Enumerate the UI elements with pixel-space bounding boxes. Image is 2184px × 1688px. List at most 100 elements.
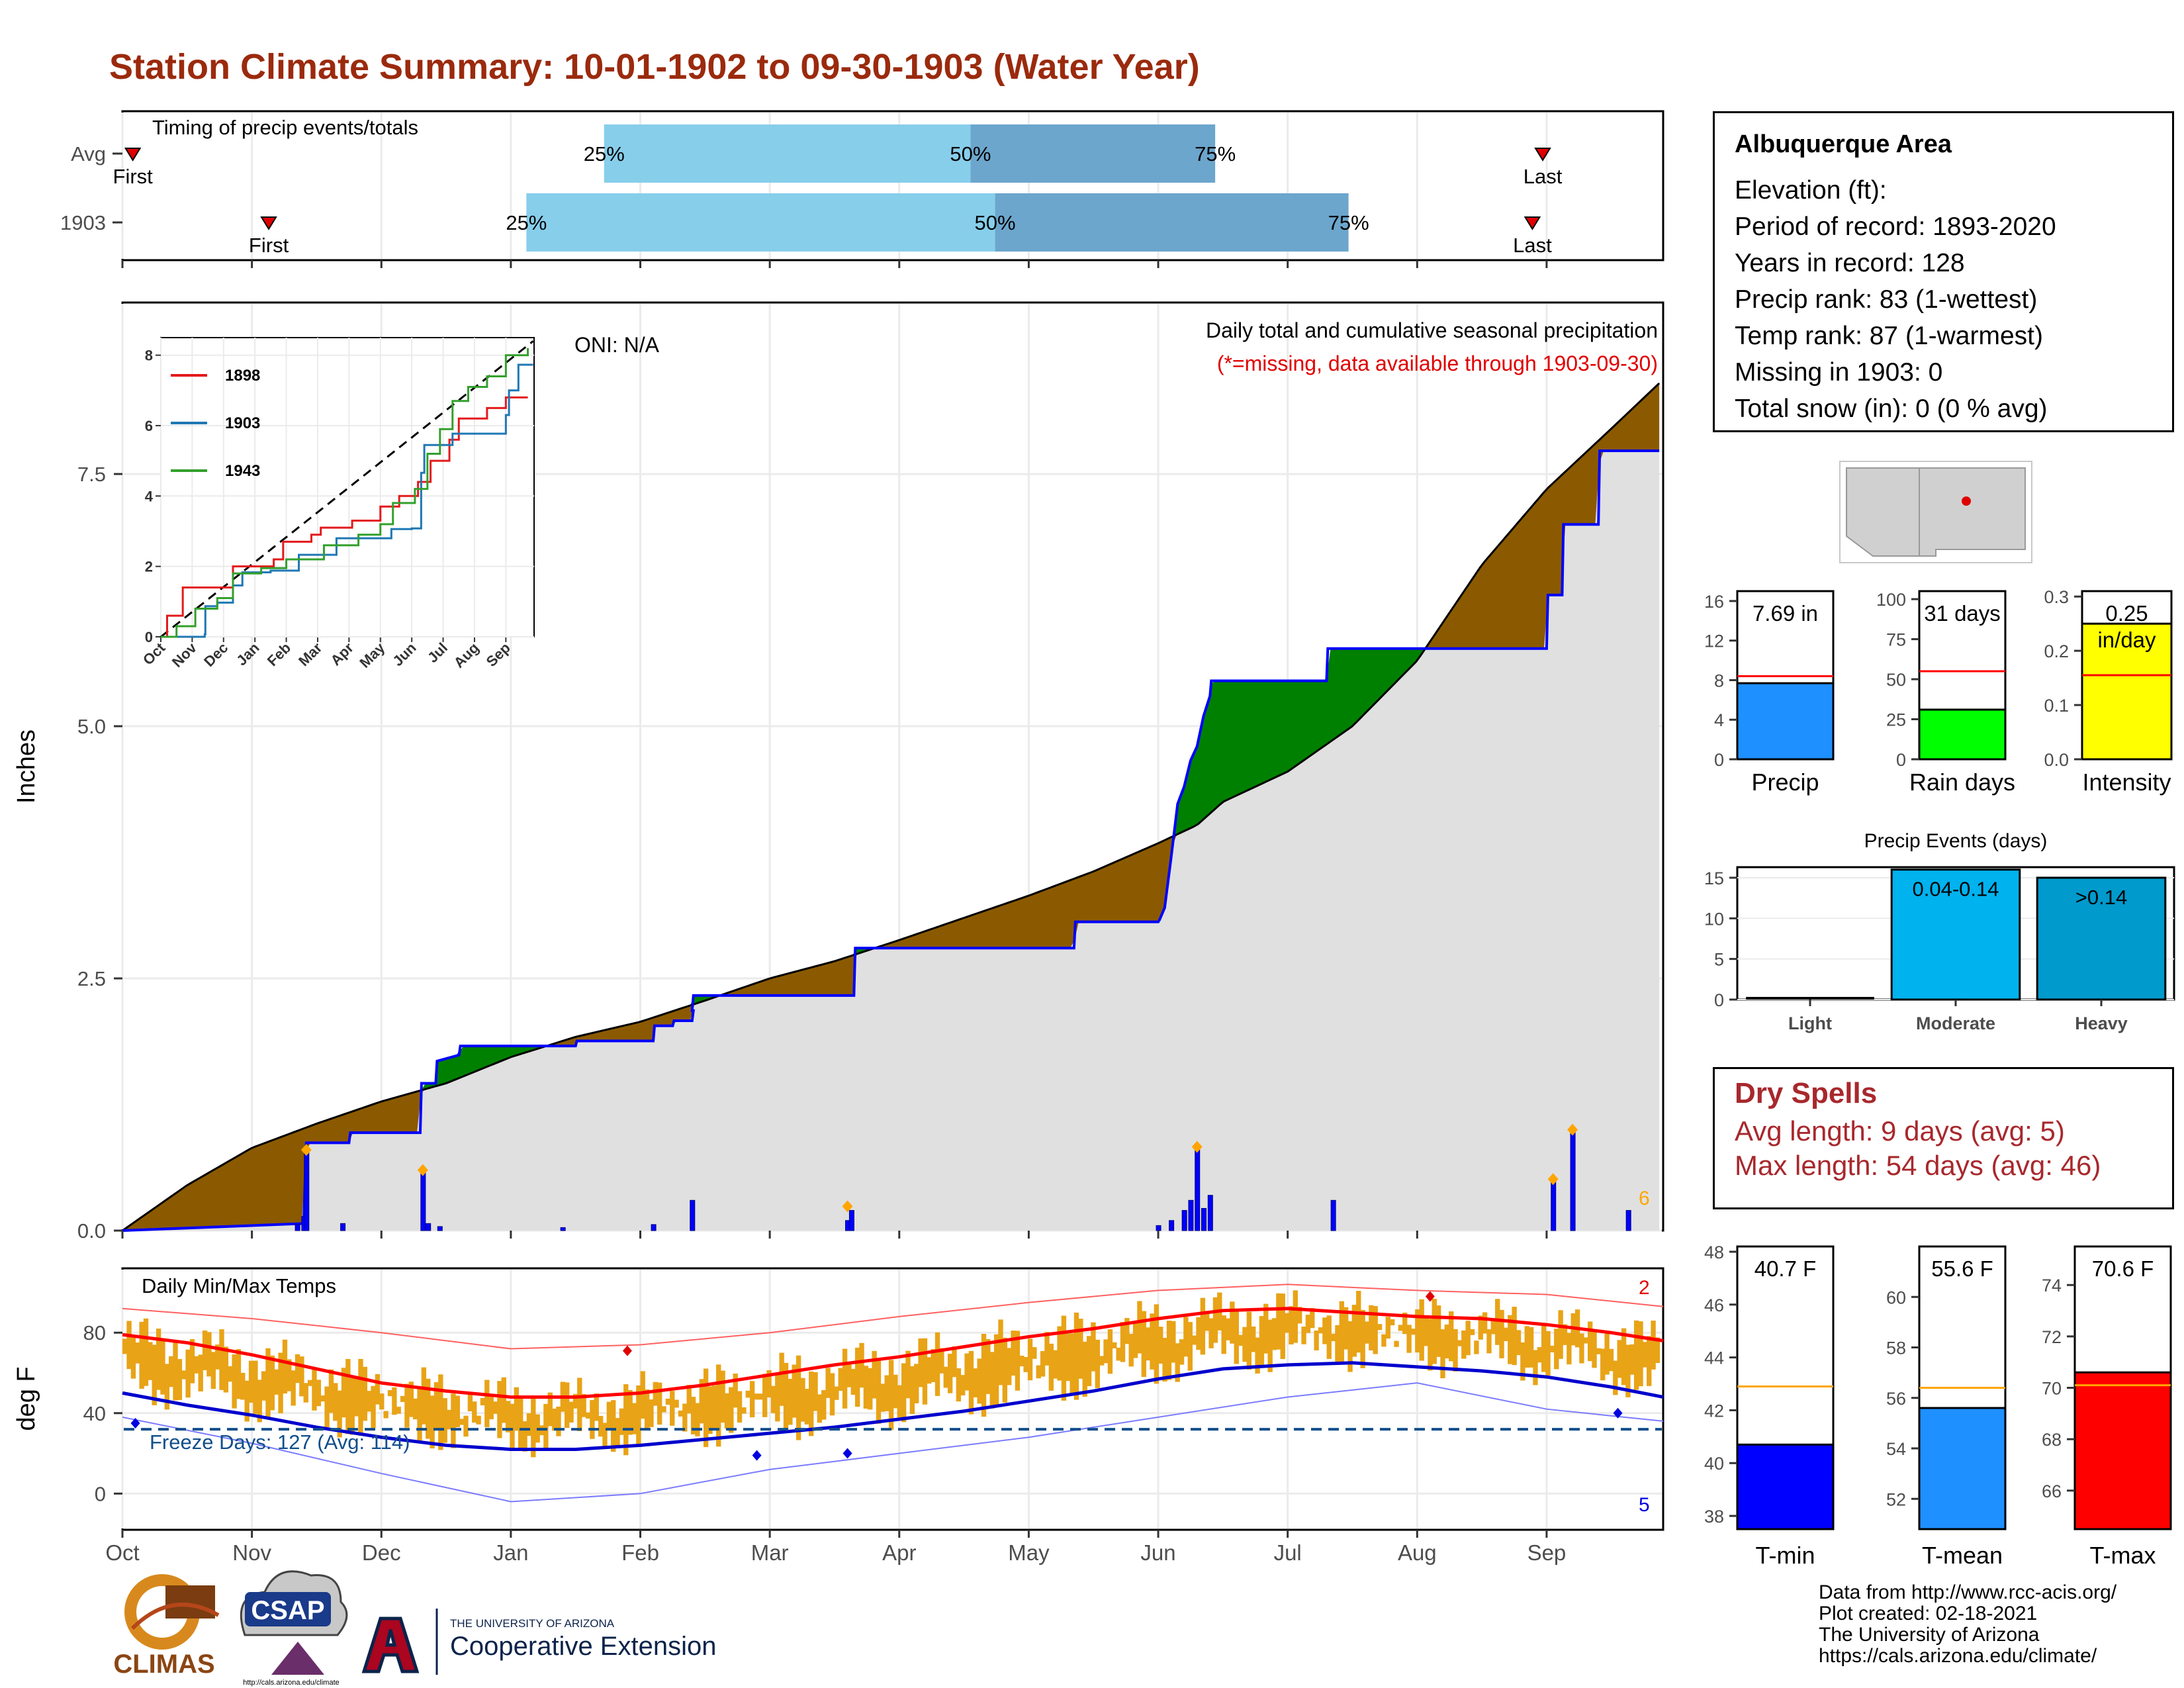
daily-temp-bar bbox=[324, 1386, 330, 1428]
daily-temp-bar bbox=[228, 1366, 233, 1382]
station-info-box: Albuquerque Area Elevation (ft): Period … bbox=[1713, 111, 2174, 432]
daily-temp-bar bbox=[661, 1406, 666, 1413]
events-bar-moderate bbox=[1890, 868, 2021, 1001]
daily-precip-bar bbox=[560, 1227, 566, 1231]
daily-temp-bar bbox=[451, 1393, 456, 1448]
events-category-label: Light bbox=[1788, 1013, 1832, 1033]
daily-temp-bar bbox=[581, 1393, 586, 1417]
daily-temp-bar bbox=[749, 1381, 755, 1418]
dry-spells-avg: Avg length: 9 days (avg: 5) bbox=[1735, 1115, 2065, 1147]
daily-precip-bar bbox=[437, 1226, 443, 1231]
daily-temp-bar bbox=[1394, 1340, 1399, 1347]
daily-temp-bar bbox=[842, 1348, 848, 1409]
university-arizona-logo: THE UNIVERSITY OF ARIZONA Cooperative Ex… bbox=[361, 1609, 716, 1675]
daily-temp-bar bbox=[1465, 1321, 1471, 1356]
stat-unit-label: in/day bbox=[2097, 628, 2156, 652]
daily-temp-bar bbox=[1415, 1309, 1420, 1353]
credits: Data from http://www.rcc-acis.org/ Plot … bbox=[1819, 1582, 2116, 1667]
daily-temp-bar bbox=[1583, 1337, 1588, 1344]
stat-ytick-label: 44 bbox=[1704, 1348, 1724, 1368]
daily-temp-bar bbox=[1238, 1335, 1244, 1346]
daily-precip-bar bbox=[426, 1223, 432, 1231]
daily-temp-bar bbox=[1461, 1330, 1467, 1359]
timing-marker-label: First bbox=[113, 165, 154, 188]
daily-temp-bar bbox=[1230, 1301, 1235, 1344]
daily-temp-bar bbox=[387, 1390, 393, 1397]
record-min-line bbox=[122, 1382, 1664, 1503]
stat-ytick-label: 46 bbox=[1704, 1295, 1724, 1315]
timing-bar-25-50 bbox=[526, 193, 995, 252]
temp-xtick-label: Jul bbox=[1274, 1540, 1302, 1565]
daily-temp-bar bbox=[1208, 1318, 1214, 1348]
daily-precip-bar bbox=[1188, 1199, 1194, 1231]
events-ytick-label: 10 bbox=[1704, 909, 1724, 929]
daily-temp-bar bbox=[1183, 1317, 1189, 1357]
daily-temp-bar bbox=[383, 1411, 388, 1419]
daily-temp-bar bbox=[1036, 1365, 1041, 1379]
daily-temp-bar bbox=[1558, 1310, 1563, 1359]
daily-temp-bar bbox=[1432, 1299, 1437, 1364]
stat-ytick-label: 0.0 bbox=[2044, 750, 2069, 770]
daily-temp-bar bbox=[594, 1393, 599, 1421]
daily-temp-bar bbox=[1524, 1326, 1529, 1368]
timing-bar-50-75 bbox=[970, 124, 1216, 183]
daily-temp-bar bbox=[261, 1371, 267, 1401]
stat-ytick-label: 68 bbox=[2042, 1430, 2062, 1450]
timing-pct-label: 75% bbox=[1195, 142, 1236, 165]
daily-temp-bar bbox=[1015, 1331, 1021, 1391]
events-ytick-label: 0 bbox=[1714, 990, 1724, 1010]
temp-title: Daily Min/Max Temps bbox=[142, 1274, 336, 1297]
daily-temp-bar bbox=[1440, 1329, 1445, 1379]
daily-temp-bar bbox=[1541, 1325, 1547, 1372]
daily-precip-bar bbox=[1570, 1129, 1576, 1231]
daily-temp-bar bbox=[1221, 1315, 1226, 1354]
daily-temp-bar bbox=[1162, 1338, 1167, 1382]
daily-temp-bar bbox=[854, 1347, 860, 1407]
temp-xtick-label: Dec bbox=[362, 1540, 401, 1565]
stat-bar-t-max bbox=[2073, 1371, 2172, 1530]
daily-temp-bar bbox=[598, 1415, 604, 1437]
daily-precip-bar bbox=[1207, 1195, 1213, 1231]
daily-temp-bar bbox=[206, 1332, 212, 1377]
daily-temp-bar bbox=[1592, 1332, 1597, 1368]
daily-temp-bar bbox=[1086, 1336, 1092, 1387]
daily-record-marker bbox=[842, 1200, 853, 1213]
stat-ytick-label: 4 bbox=[1714, 710, 1724, 730]
daily-record-marker bbox=[1191, 1141, 1203, 1153]
daily-temp-bar bbox=[927, 1357, 932, 1384]
daily-temp-bar bbox=[278, 1352, 283, 1413]
timing-panel: Timing of precip events/totals Avg 25% 50%… bbox=[60, 110, 1664, 268]
daily-temp-bar bbox=[1091, 1322, 1096, 1372]
daily-temp-bar bbox=[265, 1348, 271, 1419]
daily-temp-bar bbox=[610, 1400, 616, 1452]
daily-temp-bar bbox=[686, 1385, 692, 1414]
stat-category-label: T-mean bbox=[1922, 1542, 2003, 1569]
daily-temp-bar bbox=[484, 1380, 490, 1428]
precip-ylabel: Inches bbox=[13, 729, 40, 804]
daily-temp-bar bbox=[939, 1348, 944, 1374]
daily-temp-bar bbox=[1495, 1299, 1500, 1345]
daily-temp-bar bbox=[1457, 1340, 1463, 1346]
daily-temp-bar bbox=[893, 1374, 898, 1409]
daily-temp-bar bbox=[1621, 1328, 1627, 1385]
stat-category-label: Precip bbox=[1751, 769, 1819, 796]
stat-ytick-label: 58 bbox=[1886, 1338, 1906, 1358]
temp-xtick-label: Aug bbox=[1398, 1540, 1437, 1565]
stat-ytick-label: 56 bbox=[1886, 1389, 1906, 1409]
daily-temp-bar bbox=[492, 1401, 498, 1414]
daily-temp-bar bbox=[1503, 1327, 1509, 1342]
precip-panel: 0.0 2.5 5.0 7.5 Daily total and cumulative … bbox=[13, 301, 1664, 1243]
timing-marker-label: First bbox=[249, 234, 289, 257]
daily-temp-bar bbox=[341, 1368, 347, 1418]
temp-xtick-label: Mar bbox=[751, 1540, 789, 1565]
daily-temp-bar bbox=[699, 1379, 704, 1424]
daily-temp-bar bbox=[711, 1385, 717, 1430]
daily-temp-bar bbox=[198, 1354, 203, 1391]
daily-temp-bar bbox=[303, 1383, 308, 1403]
events-ytick-label: 15 bbox=[1704, 868, 1724, 888]
temp-ytick-label: 0 bbox=[95, 1482, 106, 1505]
stat-ytick-label: 48 bbox=[1704, 1243, 1724, 1262]
timing-pct-label: 50% bbox=[975, 211, 1016, 234]
daily-temp-bar bbox=[565, 1382, 570, 1429]
stat-ytick-label: 25 bbox=[1886, 710, 1906, 730]
